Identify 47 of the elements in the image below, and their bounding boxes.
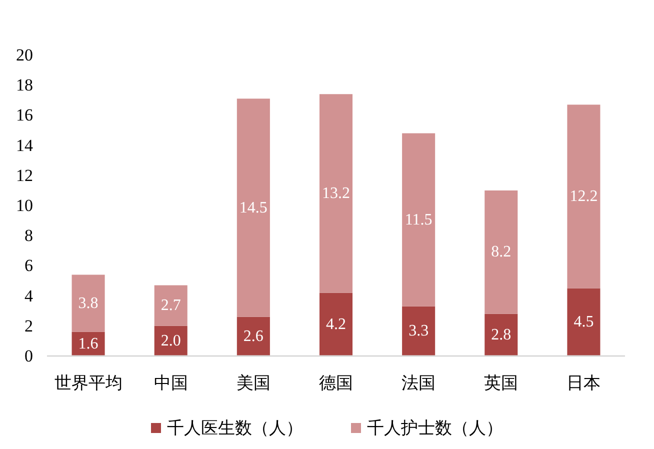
- data-label: 4.5: [574, 314, 594, 331]
- data-label: 11.5: [404, 211, 432, 228]
- x-tick-label: 美国: [236, 374, 270, 392]
- bar: [236, 98, 270, 317]
- bar: [319, 292, 353, 356]
- data-label: 14.5: [239, 199, 268, 216]
- x-tick-label: 德国: [319, 374, 353, 392]
- data-label: 4.2: [326, 316, 346, 333]
- y-tick-label: 0: [24, 346, 33, 366]
- y-tick-label: 14: [16, 136, 34, 155]
- bar: [402, 306, 436, 356]
- bar: [236, 316, 270, 356]
- data-label: 3.3: [408, 322, 429, 340]
- bar: [154, 326, 188, 356]
- y-tick-label: 16: [16, 106, 33, 125]
- y-tick-label: 12: [16, 166, 33, 185]
- x-tick-label: 中国: [154, 374, 188, 392]
- data-label: 12.2: [570, 188, 598, 205]
- x-tick-label: 法国: [402, 374, 436, 392]
- data-label: 1.6: [78, 335, 98, 352]
- data-label: 2.6: [243, 328, 264, 345]
- data-label: 2.8: [491, 326, 512, 344]
- bar: [484, 314, 518, 356]
- data-label: 3.8: [78, 294, 98, 312]
- data-label: 8.2: [491, 244, 512, 261]
- y-tick-label: 18: [16, 76, 33, 95]
- y-tick-label: 6: [24, 256, 33, 276]
- legend-label: 千人医生数（人）: [167, 418, 303, 438]
- x-tick-label: 世界平均: [54, 374, 122, 392]
- y-tick-label: 8: [24, 226, 33, 246]
- y-tick-label: 20: [16, 46, 33, 64]
- x-tick-label: 日本: [566, 374, 601, 392]
- data-label: 2.0: [160, 332, 181, 350]
- bar: [72, 274, 105, 332]
- y-tick-label: 10: [16, 196, 33, 215]
- y-tick-label: 2: [24, 316, 33, 336]
- bar: [567, 104, 600, 288]
- legend-label: 千人护士数（人）: [367, 418, 503, 438]
- data-label: 13.2: [322, 184, 350, 202]
- data-label: 2.7: [160, 297, 181, 314]
- y-tick-label: 4: [24, 286, 34, 306]
- bar: [319, 94, 353, 293]
- bar: [402, 133, 436, 306]
- bar: [154, 285, 188, 326]
- bar: [484, 190, 518, 314]
- bar: [567, 288, 600, 356]
- x-tick-label: 英国: [484, 374, 518, 392]
